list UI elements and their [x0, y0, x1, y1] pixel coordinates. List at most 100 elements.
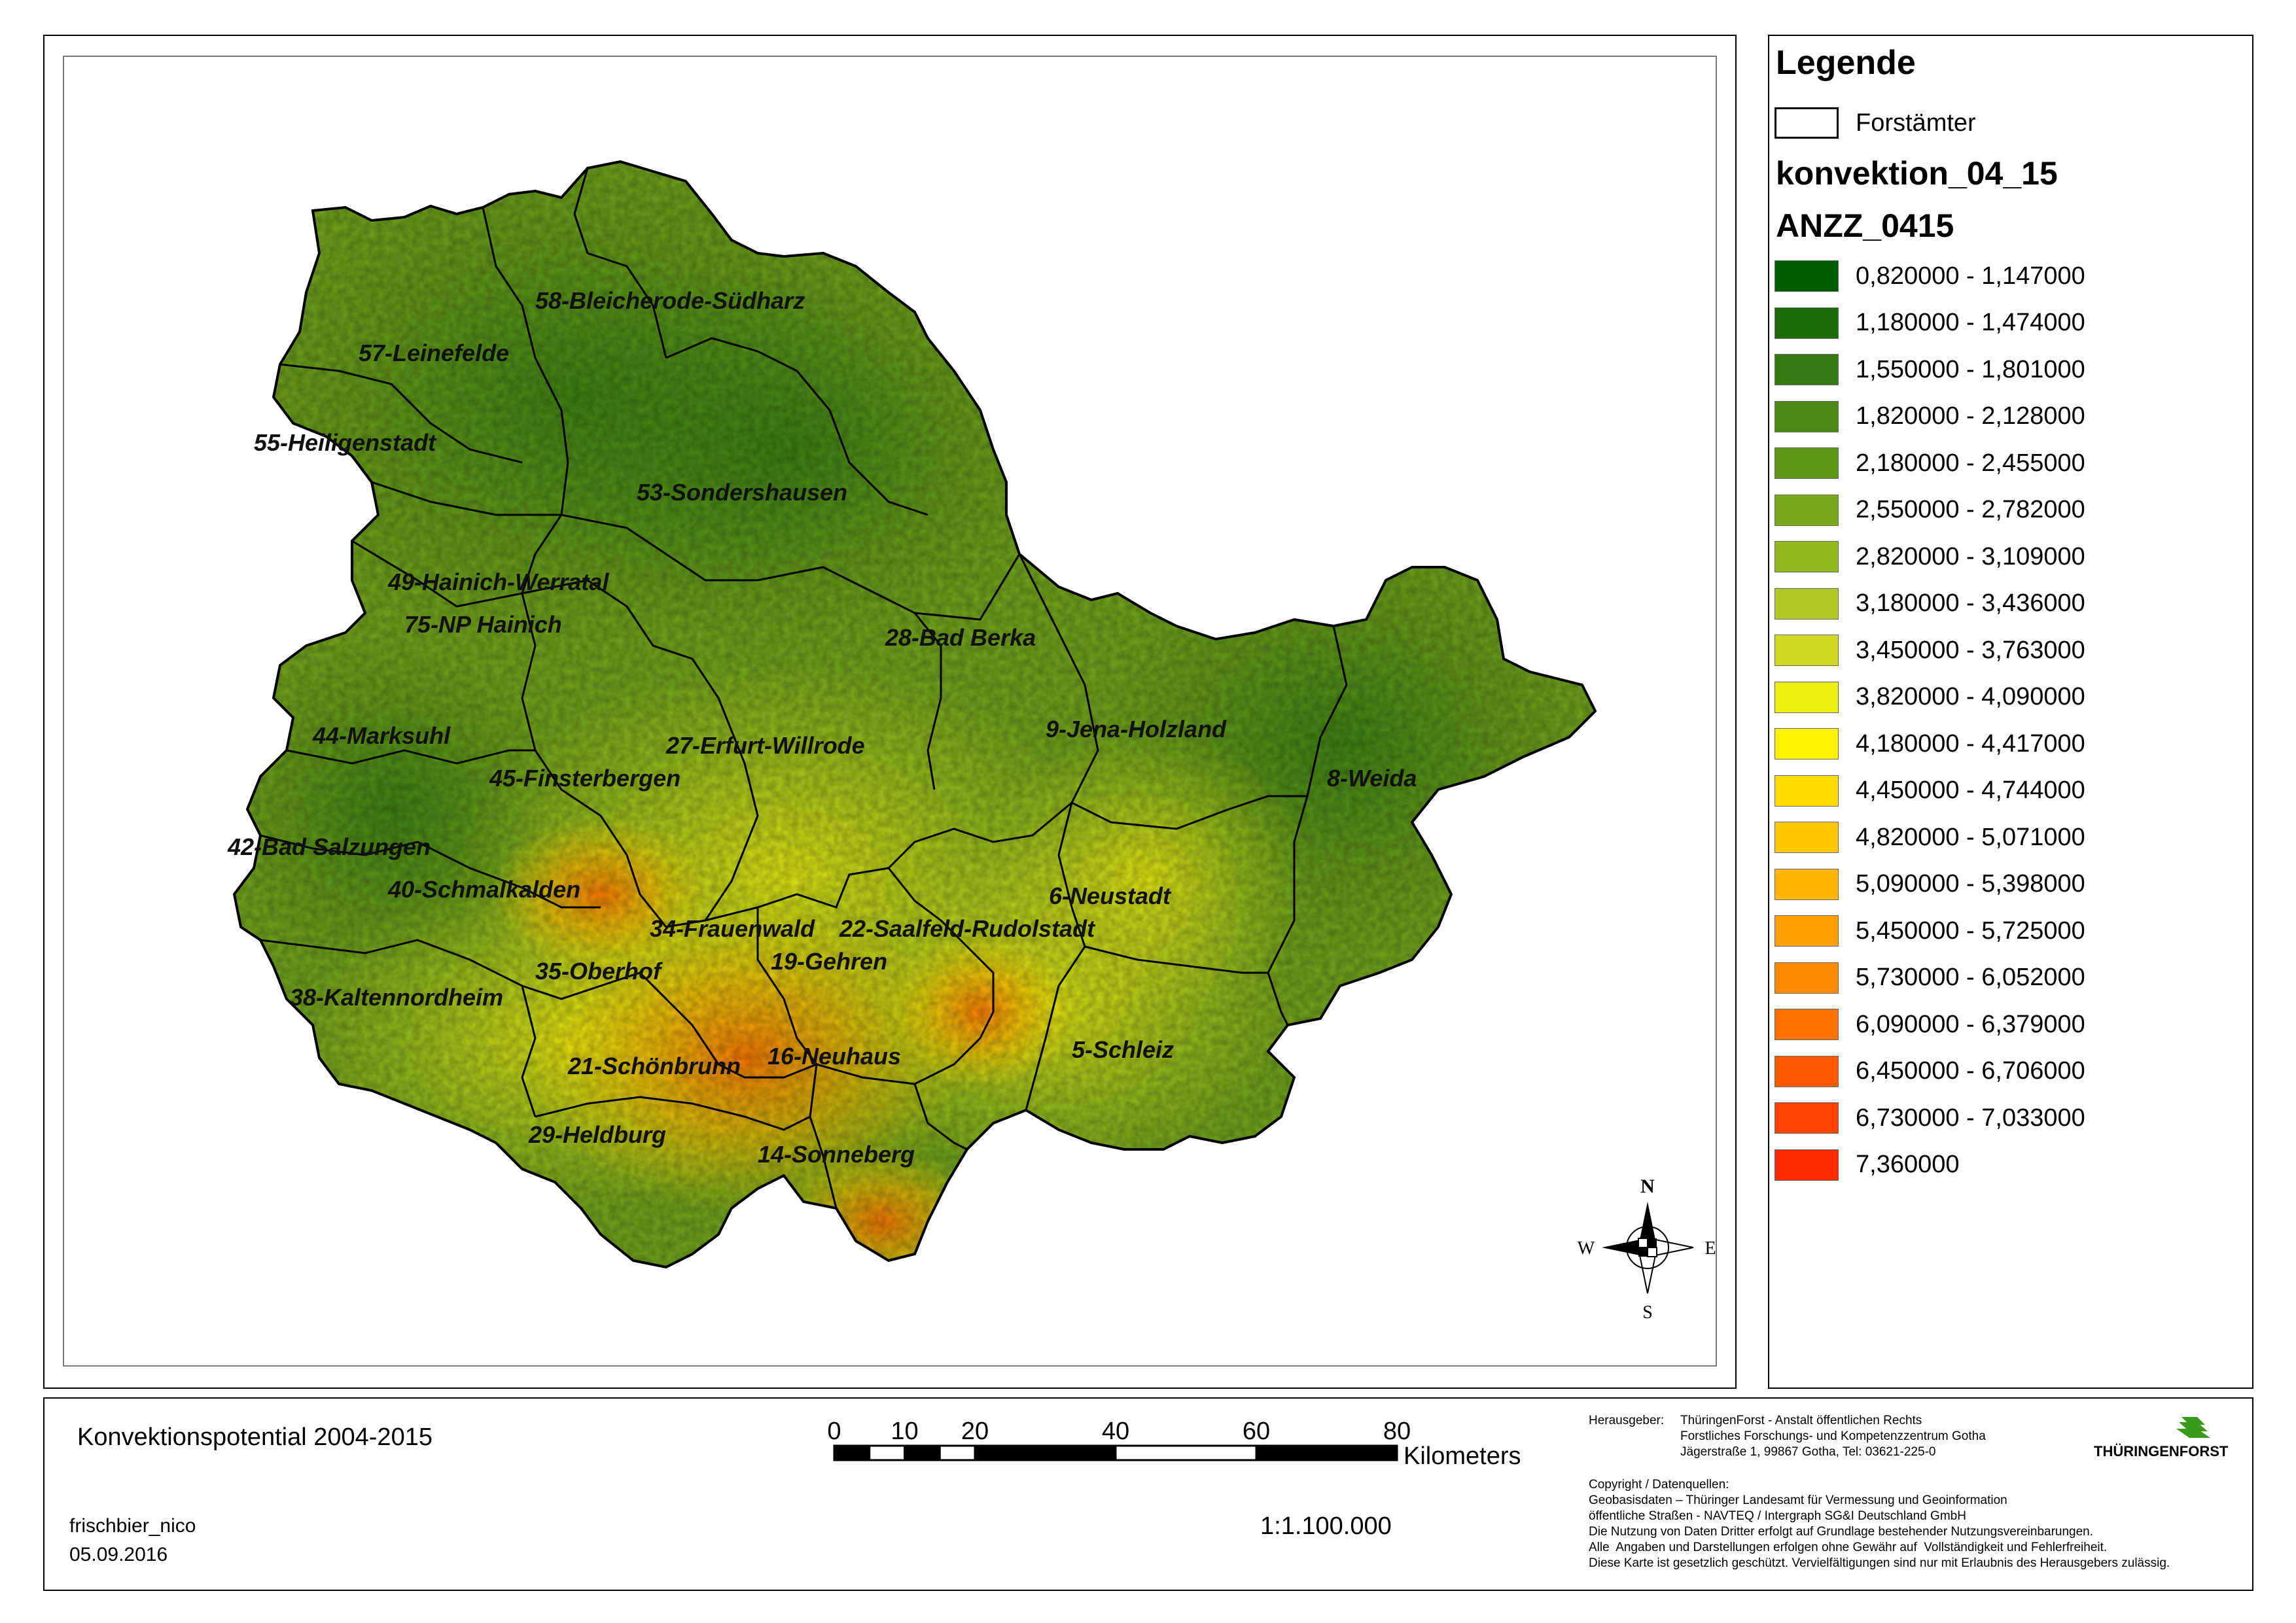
legend-swatch [1775, 541, 1839, 572]
legend-swatch [1775, 1102, 1839, 1134]
legend-class-label: 2,820000 - 3,109000 [1856, 542, 2085, 570]
district-label: 9-Jena-Holzland [1046, 716, 1227, 742]
scale-ratio: 1:1.100.000 [1260, 1512, 1392, 1540]
district-label: 8-Weida [1327, 765, 1417, 792]
legend-title: Legende [1776, 44, 1916, 82]
scale-bar: 0 10 20 40 60 80 Kilometers [827, 1418, 1521, 1470]
district-label: 40-Schmalkalden [387, 876, 580, 903]
legend-class-label: 4,450000 - 4,744000 [1856, 777, 2085, 804]
legend-class-row: 6,450000 - 6,706000 [1775, 1055, 2085, 1089]
map-frame: 58-Bleicherode-Südharz 57-Leinefelde 55-He… [43, 35, 1737, 1389]
legend-class-label: 2,550000 - 2,782000 [1856, 496, 2085, 523]
district-label: 19-Gehren [771, 948, 887, 975]
legend-class-row: 3,820000 - 4,090000 [1775, 680, 2085, 714]
legend-class-row: 6,090000 - 6,379000 [1775, 1007, 2085, 1041]
scale-unit: Kilometers [1404, 1442, 1521, 1470]
district-label: 34-Frauenwald [650, 915, 815, 942]
info-frame [43, 1397, 2253, 1591]
legend-class-label: 2,180000 - 2,455000 [1856, 449, 2085, 477]
district-label: 5-Schleiz [1072, 1036, 1174, 1063]
legend-class-label: 5,450000 - 5,725000 [1856, 916, 2085, 945]
scale-segment [904, 1444, 941, 1461]
legend-class-row: 1,180000 - 1,474000 [1775, 306, 2085, 340]
district-label: 53-Sondershausen [637, 479, 847, 506]
legend-class-label: 3,180000 - 3,436000 [1856, 589, 2085, 617]
legend-class-label: 4,820000 - 5,071000 [1856, 823, 2085, 851]
legend-class-row: 3,180000 - 3,436000 [1775, 587, 2085, 621]
legend-swatch [1775, 728, 1839, 759]
scale-tick-label: 40 [1102, 1418, 1129, 1445]
author: frischbier_nico [69, 1515, 196, 1537]
legend-class-row: 1,550000 - 1,801000 [1775, 353, 2085, 387]
legend-class-row: 4,180000 - 4,417000 [1775, 727, 2085, 761]
scale-segment [833, 1444, 871, 1461]
legend-class-label: 5,730000 - 6,052000 [1856, 964, 2085, 991]
district-label: 14-Sonneberg [758, 1141, 915, 1168]
outline-swatch [1775, 107, 1839, 139]
legend-class-label: 3,450000 - 3,763000 [1856, 636, 2085, 664]
district-label: 45-Finsterbergen [489, 765, 680, 792]
date: 05.09.2016 [69, 1544, 168, 1565]
district-label: 42-Bad Salzungen [227, 833, 431, 860]
legend-class-row: 1,820000 - 2,128000 [1775, 400, 2085, 434]
district-label: 27-Erfurt-Willrode [665, 732, 865, 759]
legend-swatch [1775, 260, 1839, 292]
scale-segment [1114, 1444, 1258, 1461]
north-arrow: N S E W [1578, 1176, 1716, 1323]
legend-class-label: 1,820000 - 2,128000 [1856, 402, 2085, 430]
legend-class-label: 3,820000 - 4,090000 [1856, 683, 2085, 710]
district-label: 35-Oberhof [535, 958, 663, 985]
district-label: 55-Heiligenstadt [254, 429, 437, 456]
legend-frame [1768, 35, 2253, 1389]
legend-class-row: 2,820000 - 3,109000 [1775, 540, 2085, 574]
district-label: 49-Hainich-Werratal [387, 568, 609, 595]
scale-tick-label: 10 [891, 1418, 918, 1445]
legend-class-row: 4,450000 - 4,744000 [1775, 774, 2085, 808]
legend-class-label: 5,090000 - 5,398000 [1856, 870, 2085, 898]
legend-swatch [1775, 1009, 1839, 1040]
scale-segment [974, 1444, 1117, 1461]
legend-swatch [1775, 354, 1839, 385]
logo-text: THÜRINGENFORST [2094, 1443, 2229, 1459]
thueringenforst-logo: THÜRINGENFORST [2087, 1413, 2229, 1459]
tree-icon [2176, 1417, 2210, 1438]
district-label: 28-Bad Berka [885, 624, 1036, 651]
legend-swatch [1775, 307, 1839, 339]
map-title: Konvektionspotential 2004-2015 [77, 1423, 433, 1451]
legend-class-row: 5,090000 - 5,398000 [1775, 867, 2085, 901]
legend-swatch [1775, 822, 1839, 853]
legend-swatch [1775, 400, 1839, 432]
legend-class-label: 6,090000 - 6,379000 [1856, 1010, 2085, 1038]
legend-swatch [1775, 915, 1839, 947]
legend-class-row: 6,730000 - 7,033000 [1775, 1101, 2085, 1135]
legend-swatch [1775, 587, 1839, 620]
compass-e: E [1704, 1238, 1716, 1259]
field-name: ANZZ_0415 [1776, 207, 1954, 244]
legend-swatch [1775, 962, 1839, 994]
scale-tick-label: 20 [961, 1418, 989, 1445]
compass-s: S [1642, 1302, 1653, 1323]
map-canvas[interactable]: 58-Bleicherode-Südharz 57-Leinefelde 55-He… [63, 56, 1717, 1367]
legend-class-row: 7,360000 [1775, 1148, 1960, 1182]
scale-segment [938, 1444, 976, 1461]
legend-class-row: 0,820000 - 1,147000 [1775, 259, 2085, 293]
district-label: 6-Neustadt [1049, 882, 1172, 909]
legend-swatch [1775, 775, 1839, 807]
legend-class-label: 7,360000 [1856, 1151, 1960, 1178]
district-label: 21-Schönbrunn [567, 1053, 741, 1079]
legend-swatch [1775, 1149, 1839, 1181]
compass-n: N [1640, 1176, 1655, 1197]
legend-class-label: 4,180000 - 4,417000 [1856, 729, 2085, 758]
legend-outline-row: Forstämter [1775, 106, 1976, 140]
publisher-heading: Herausgeber: [1589, 1414, 1665, 1427]
legend-class-row: 3,450000 - 3,763000 [1775, 633, 2085, 667]
legend-swatch [1775, 1055, 1839, 1087]
layer-name: konvektion_04_15 [1776, 155, 2058, 192]
thuringia-map[interactable]: 58-Bleicherode-Südharz 57-Leinefelde 55-He… [64, 57, 1716, 1365]
scale-tick-label: 60 [1243, 1418, 1270, 1445]
legend-class-row: 2,550000 - 2,782000 [1775, 493, 2085, 527]
scale-segment [868, 1444, 906, 1461]
legend-class-label: 1,180000 - 1,474000 [1856, 309, 2085, 336]
publisher-text: ThüringenForst - Anstalt öffentlichen Re… [1680, 1414, 1986, 1459]
legend-class-label: 0,820000 - 1,147000 [1856, 262, 2085, 290]
